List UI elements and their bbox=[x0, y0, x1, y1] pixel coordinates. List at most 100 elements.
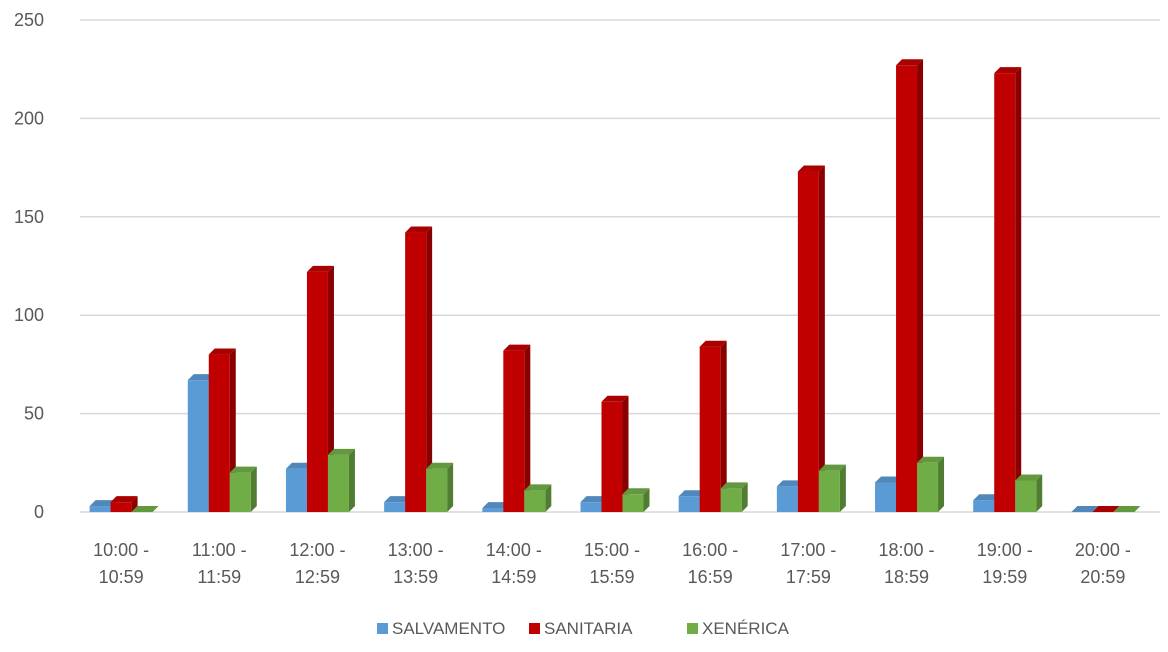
bar-xen-rica bbox=[229, 466, 257, 512]
bar-side bbox=[741, 482, 748, 512]
x-tick-label: 19:00 - 19:59 bbox=[977, 540, 1033, 587]
bar-side bbox=[917, 59, 924, 512]
x-tick-label-line: 13:00 - bbox=[388, 540, 444, 560]
bar-front bbox=[503, 350, 525, 512]
bar-front bbox=[622, 494, 644, 512]
bar-top bbox=[720, 482, 748, 489]
bar-front bbox=[896, 65, 918, 512]
x-tick-label-line: 12:00 - bbox=[289, 540, 345, 560]
bar-front bbox=[917, 462, 939, 512]
bar-top bbox=[208, 348, 236, 355]
legend-label: SANITARIA bbox=[544, 619, 633, 638]
y-tick-label: 150 bbox=[14, 207, 44, 227]
bar-front bbox=[994, 73, 1016, 513]
bar-front bbox=[482, 508, 504, 512]
legend-swatch bbox=[529, 623, 540, 634]
x-tick-label-line: 20:59 bbox=[1080, 567, 1125, 587]
bar-side bbox=[131, 496, 138, 512]
bar-front bbox=[89, 506, 111, 512]
bar-front bbox=[1015, 480, 1037, 512]
bar-xen-rica bbox=[131, 506, 159, 512]
x-tick-label-line: 14:00 - bbox=[486, 540, 542, 560]
y-tick-label: 100 bbox=[14, 305, 44, 325]
x-tick-label-line: 17:59 bbox=[786, 567, 831, 587]
legend-swatch bbox=[687, 623, 698, 634]
bars bbox=[89, 59, 1141, 513]
bar-front bbox=[720, 488, 742, 512]
bar-top bbox=[776, 480, 804, 487]
bar-side bbox=[720, 340, 727, 512]
bar-sanitaria bbox=[110, 496, 138, 512]
bar-front bbox=[405, 232, 427, 512]
x-tick-label-line: 20:00 - bbox=[1075, 540, 1131, 560]
x-tick-label: 11:00 - 11:59 bbox=[192, 540, 247, 587]
x-tick-label-line: 19:59 bbox=[982, 567, 1027, 587]
bar-top bbox=[580, 496, 608, 503]
bar-salvamento bbox=[1071, 506, 1099, 512]
x-tick-label-line: 13:59 bbox=[393, 567, 438, 587]
bar-front bbox=[110, 502, 132, 512]
bar-front bbox=[601, 401, 623, 512]
x-tick-label-line: 15:00 - bbox=[584, 540, 640, 560]
bar-top bbox=[524, 484, 552, 491]
bar-xen-rica bbox=[1015, 474, 1043, 512]
x-tick-label-line: 16:00 - bbox=[682, 540, 738, 560]
bar-side bbox=[250, 466, 257, 512]
x-tick-label: 13:00 - 13:59 bbox=[388, 540, 444, 587]
legend: SALVAMENTO SANITARIA XENÉRICA bbox=[377, 619, 790, 638]
bar-front bbox=[524, 490, 546, 512]
bar-top bbox=[426, 462, 454, 469]
bar-sanitaria bbox=[699, 340, 727, 512]
x-tick-label: 14:00 - 14:59 bbox=[486, 540, 542, 587]
x-tick-label: 12:00 - 12:59 bbox=[289, 540, 345, 587]
bar-side bbox=[938, 456, 945, 512]
x-tick-label: 20:00 - 20:59 bbox=[1075, 540, 1131, 587]
bar-top bbox=[89, 500, 117, 507]
bar-top bbox=[973, 494, 1001, 501]
bar-top bbox=[1113, 506, 1141, 512]
bar-front bbox=[973, 500, 995, 512]
bar-top bbox=[699, 340, 727, 347]
bar-sanitaria bbox=[994, 67, 1022, 513]
bar-front bbox=[678, 496, 700, 512]
bar-top bbox=[306, 265, 334, 272]
bar-front bbox=[327, 454, 349, 512]
bar-xen-rica bbox=[327, 448, 355, 512]
bar-top bbox=[917, 456, 945, 463]
x-tick-label-line: 19:00 - bbox=[977, 540, 1033, 560]
bar-top bbox=[896, 59, 924, 66]
bar-top bbox=[797, 165, 825, 172]
bar-front bbox=[208, 354, 230, 512]
bar-front bbox=[384, 502, 406, 512]
bar-top bbox=[405, 226, 433, 233]
x-tick-label: 18:00 - 18:59 bbox=[879, 540, 935, 587]
x-tick-label-line: 12:59 bbox=[295, 567, 340, 587]
x-tick-label-line: 10:59 bbox=[99, 567, 144, 587]
legend-label: XENÉRICA bbox=[702, 619, 790, 638]
y-tick-label: 50 bbox=[24, 404, 44, 424]
bar-side bbox=[622, 395, 629, 512]
bar-side bbox=[1036, 474, 1043, 512]
bar-top bbox=[229, 466, 257, 473]
bar-side bbox=[348, 448, 355, 512]
x-tick-label: 16:00 - 16:59 bbox=[682, 540, 738, 587]
bar-front bbox=[285, 468, 307, 512]
bar-front bbox=[306, 271, 328, 512]
bar-top bbox=[1092, 506, 1120, 512]
bar-xen-rica bbox=[917, 456, 945, 512]
x-tick-label: 15:00 - 15:59 bbox=[584, 540, 640, 587]
bar-front bbox=[797, 171, 819, 512]
bar-top bbox=[622, 488, 650, 495]
x-tick-label-line: 18:00 - bbox=[879, 540, 935, 560]
bar-top bbox=[131, 506, 159, 512]
x-tick-label: 17:00 - 17:59 bbox=[780, 540, 836, 587]
x-tick-label-line: 14:59 bbox=[491, 567, 536, 587]
bar-side bbox=[839, 464, 846, 512]
bar-top bbox=[1071, 506, 1099, 512]
y-tick-label: 200 bbox=[14, 108, 44, 128]
bar-xen-rica bbox=[524, 484, 552, 512]
legend-item-xen-rica: XENÉRICA bbox=[687, 619, 790, 638]
legend-item-sanitaria: SANITARIA bbox=[529, 619, 633, 638]
bar-front bbox=[187, 380, 209, 512]
